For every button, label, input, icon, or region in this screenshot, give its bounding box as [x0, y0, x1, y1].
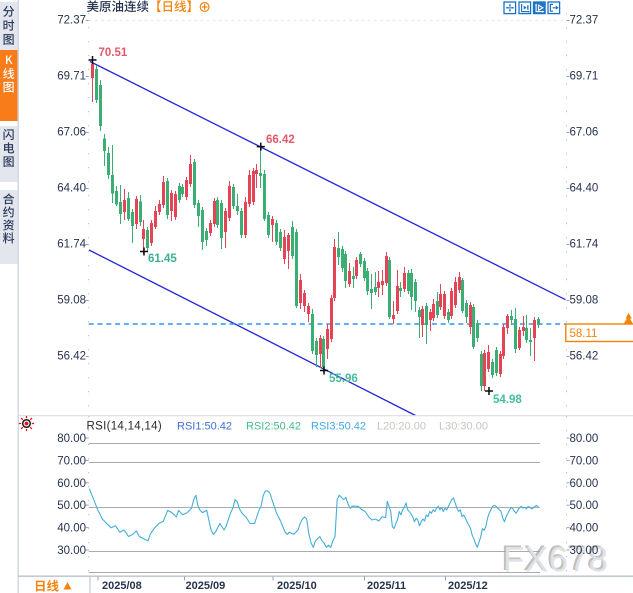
svg-text:FX678: FX678	[503, 541, 609, 580]
svg-text:59.08: 59.08	[57, 295, 86, 307]
svg-text:FX678: FX678	[501, 539, 607, 578]
svg-text:69.71: 69.71	[570, 71, 599, 83]
svg-text:2025/11: 2025/11	[367, 580, 406, 592]
svg-text:60.00: 60.00	[57, 478, 86, 490]
svg-text:2025/12: 2025/12	[448, 580, 488, 592]
svg-text:2025/10: 2025/10	[277, 580, 317, 592]
svg-text:30.00: 30.00	[57, 545, 86, 557]
svg-text:72.37: 72.37	[57, 15, 86, 27]
svg-text:61.74: 61.74	[570, 239, 599, 251]
svg-text:RSI2:50.42: RSI2:50.42	[246, 421, 301, 433]
svg-text:61.45: 61.45	[148, 253, 177, 265]
svg-text:56.42: 56.42	[570, 351, 599, 363]
svg-text:L20:20.00: L20:20.00	[377, 421, 426, 433]
svg-text:64.40: 64.40	[570, 183, 599, 195]
svg-text:RSI(14,14,14): RSI(14,14,14)	[87, 421, 163, 433]
svg-text:40.00: 40.00	[570, 523, 599, 535]
svg-text:66.42: 66.42	[266, 134, 295, 146]
svg-text:RSI1:50.42: RSI1:50.42	[177, 421, 232, 433]
svg-text:40.00: 40.00	[57, 523, 86, 535]
svg-text:2025/09: 2025/09	[186, 580, 226, 592]
svg-text:55.96: 55.96	[329, 373, 358, 385]
svg-text:64.40: 64.40	[57, 183, 86, 195]
svg-text:L30:30.00: L30:30.00	[439, 421, 488, 433]
svg-text:61.74: 61.74	[57, 239, 86, 251]
svg-text:54.98: 54.98	[493, 394, 522, 406]
svg-text:56.42: 56.42	[57, 351, 86, 363]
svg-text:67.06: 67.06	[570, 127, 599, 139]
svg-text:2025/08: 2025/08	[102, 580, 142, 592]
svg-text:50.00: 50.00	[57, 500, 86, 512]
svg-text:70.51: 70.51	[99, 47, 128, 59]
svg-text:70.00: 70.00	[570, 455, 599, 467]
svg-text:70.00: 70.00	[57, 455, 86, 467]
svg-text:69.71: 69.71	[57, 71, 86, 83]
svg-text:72.37: 72.37	[570, 15, 599, 27]
svg-text:67.06: 67.06	[57, 127, 86, 139]
svg-text:80.00: 80.00	[57, 433, 86, 445]
svg-text:30.00: 30.00	[570, 545, 599, 557]
svg-text:RSI3:50.42: RSI3:50.42	[311, 421, 366, 433]
svg-text:58.11: 58.11	[570, 328, 598, 340]
svg-text:59.08: 59.08	[570, 295, 599, 307]
svg-text:80.00: 80.00	[570, 433, 599, 445]
svg-text:50.00: 50.00	[570, 500, 599, 512]
svg-text:60.00: 60.00	[570, 478, 599, 490]
